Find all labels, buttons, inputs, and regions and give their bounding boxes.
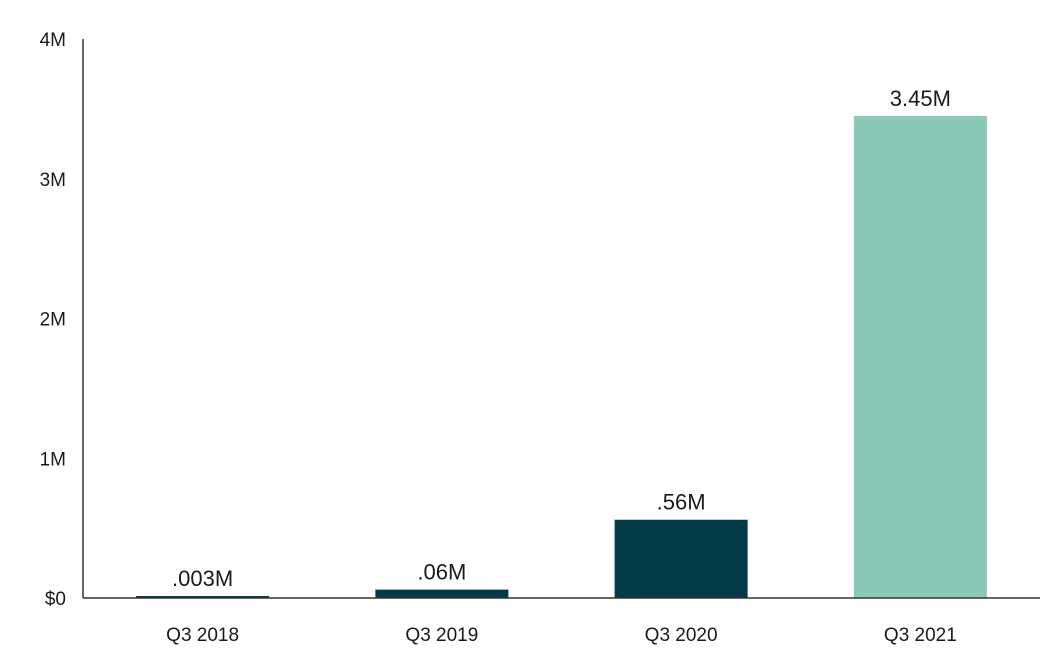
y-tick-label: $0	[45, 589, 66, 610]
data-label: .06M	[417, 560, 466, 585]
y-tick-label: 1M	[40, 449, 66, 470]
data-label: .003M	[172, 566, 233, 591]
bar-q3-2020[interactable]	[614, 519, 748, 598]
y-tick-label: 2M	[40, 310, 66, 331]
y-axis-ticks: $0 1M 2M 3M 4M	[40, 30, 66, 610]
data-label: 3.45M	[890, 86, 951, 111]
data-labels-group: .003M .06M .56M 3.45M	[172, 86, 951, 591]
x-category-label: Q3 2019	[405, 625, 478, 646]
bar-q3-2021[interactable]	[853, 115, 987, 599]
x-axis-labels: Q3 2018 Q3 2019 Q3 2020 Q3 2021	[166, 625, 957, 646]
x-category-label: Q3 2020	[645, 625, 718, 646]
bars-group	[136, 115, 987, 599]
y-tick-label: 3M	[40, 170, 66, 191]
bar-q3-2018[interactable]	[136, 596, 270, 598]
x-category-label: Q3 2018	[166, 625, 239, 646]
x-category-label: Q3 2021	[884, 625, 957, 646]
bar-q3-2019[interactable]	[375, 589, 509, 598]
y-tick-label: 4M	[40, 30, 66, 51]
data-label: .56M	[657, 490, 706, 515]
